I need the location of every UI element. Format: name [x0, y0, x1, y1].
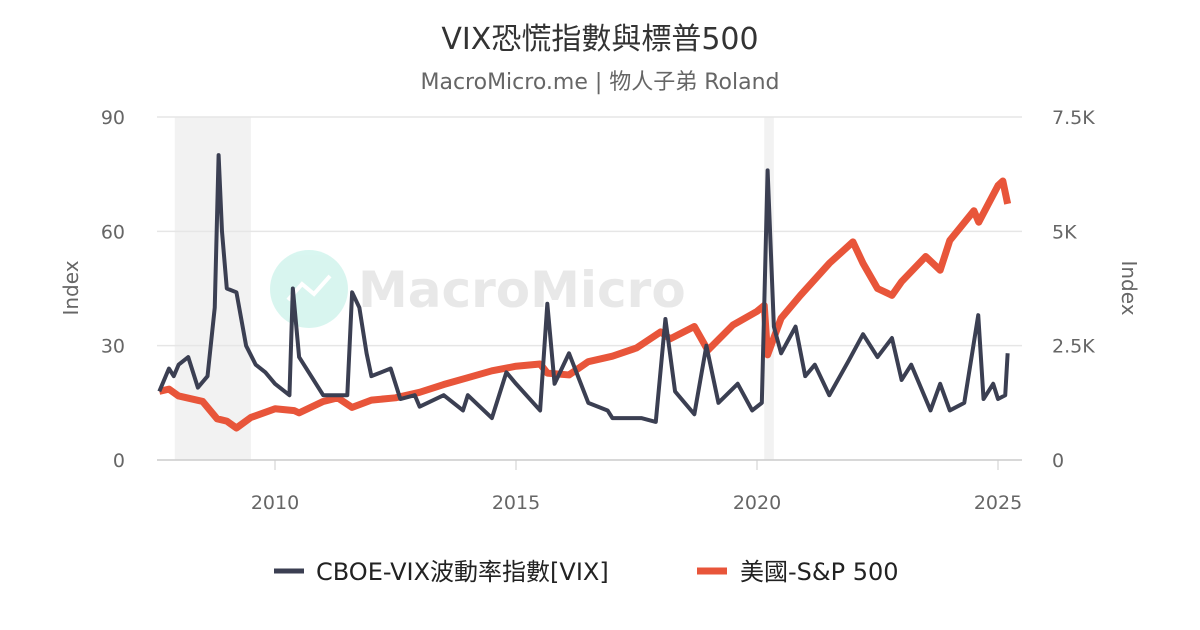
legend-item-sp500[interactable]: 美國-S&P 500 [697, 558, 899, 586]
legend: CBOE-VIX波動率指數[VIX] 美國-S&P 500 [274, 558, 899, 586]
chart-title: VIX恐慌指數與標普500 [441, 22, 759, 57]
right-tick-label: 5K [1052, 221, 1077, 243]
legend-item-vix[interactable]: CBOE-VIX波動率指數[VIX] [274, 558, 609, 586]
x-tick-label: 2010 [251, 492, 299, 514]
legend-label-vix: CBOE-VIX波動率指數[VIX] [316, 558, 609, 586]
right-tick-label: 2.5K [1052, 336, 1095, 358]
recession-shading [764, 117, 774, 460]
right-tick-label: 7.5K [1052, 107, 1095, 129]
right-axis-label: Index [1117, 260, 1141, 315]
right-tick-label: 0 [1052, 450, 1064, 472]
left-tick-label: 90 [101, 107, 125, 129]
left-tick-label: 60 [101, 221, 125, 243]
sp500-line [158, 177, 1012, 432]
watermark-logo: MacroMicro [270, 250, 686, 328]
left-tick-label: 30 [101, 336, 125, 358]
recession-shading [174, 117, 251, 460]
x-tick-label: 2025 [974, 492, 1022, 514]
x-tick-label: 2015 [492, 492, 540, 514]
vix-line [157, 153, 1010, 424]
left-axis-label: Index [59, 260, 83, 315]
x-tick-label: 2020 [733, 492, 781, 514]
watermark-text: MacroMicro [358, 261, 686, 319]
legend-label-sp500: 美國-S&P 500 [740, 558, 899, 586]
chart-subtitle: MacroMicro.me | 物人子弟 Roland [420, 70, 780, 95]
left-tick-label: 0 [113, 450, 125, 472]
